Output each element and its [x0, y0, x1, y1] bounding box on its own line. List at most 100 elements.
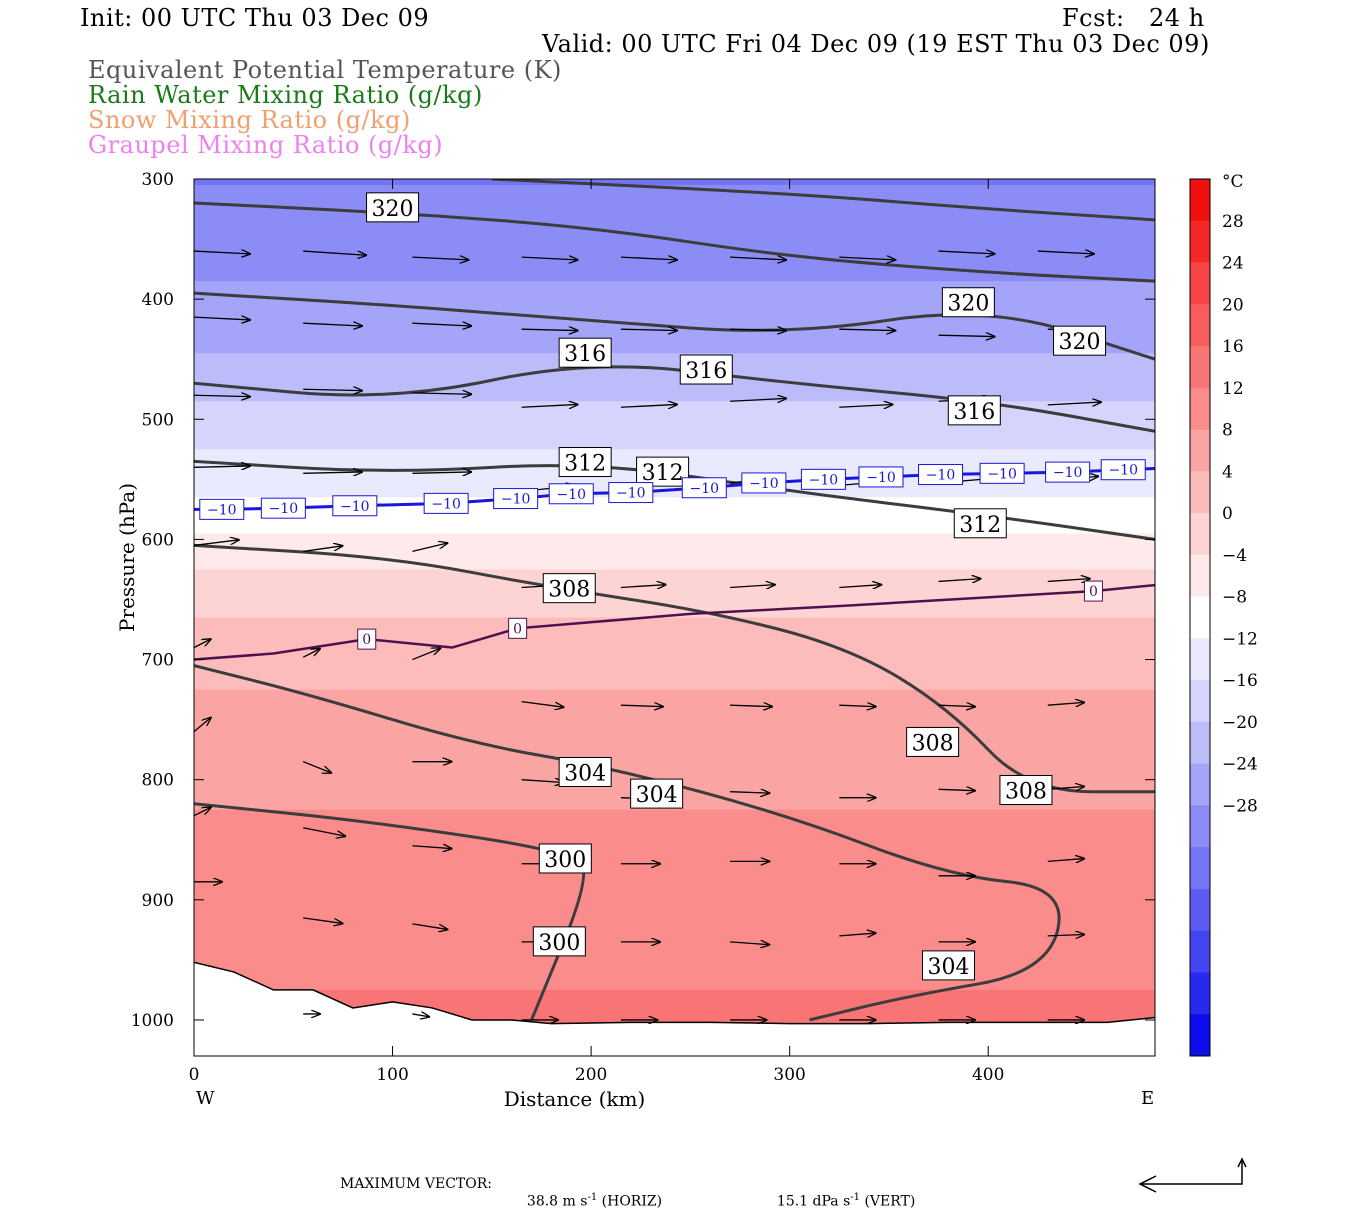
colorbar-label: −20 [1222, 713, 1258, 733]
colorbar-label: 8 [1222, 421, 1233, 441]
wind-vector [1047, 786, 1084, 789]
temperature-band [194, 413, 1155, 421]
temperature-band [194, 737, 1155, 745]
temperature-band [194, 761, 1155, 769]
colorbar-label: −16 [1222, 671, 1258, 691]
temperature-band [194, 209, 1155, 217]
temperature-band [194, 515, 1155, 523]
legend-theta-e: Equivalent Potential Temperature (K) [88, 56, 562, 84]
temperature-band [194, 899, 1155, 907]
reference-vector-icon [1138, 1157, 1247, 1193]
y-tick-label: 1000 [131, 1011, 174, 1031]
temperature-band [194, 839, 1155, 847]
temperature-band [194, 875, 1155, 883]
isotherm-label: −10 [918, 464, 964, 486]
temperature-band [194, 857, 1155, 865]
wind-vector [1047, 859, 1084, 862]
svg-text:−10: −10 [987, 466, 1017, 482]
wind-vector [620, 329, 677, 330]
colorbar-frame [1189, 178, 1211, 1057]
x-tick-label: 300 [773, 1065, 805, 1085]
temperature-band [194, 725, 1155, 733]
isotherm-label: 0 [1083, 580, 1103, 602]
svg-text:−10: −10 [926, 468, 956, 484]
wind-vector [1047, 934, 1084, 935]
wind-vector [194, 317, 250, 320]
svg-text:316: 316 [564, 342, 606, 367]
svg-text:−10: −10 [269, 501, 299, 517]
temperature-band [194, 437, 1155, 445]
temperature-band [194, 341, 1155, 349]
temperature-band [194, 509, 1155, 517]
y-tick-label: 600 [142, 530, 174, 550]
cross-section-chart: 320 320 320 316 316 316 312 312 312 308 308 308 304 3… [115, 170, 1258, 1111]
colorbar-swatch [1190, 972, 1210, 1015]
temperature-band [194, 731, 1155, 739]
wind-vector [412, 648, 440, 661]
west-label: W [196, 1088, 215, 1109]
isotherm-label: 0 [508, 617, 528, 639]
wind-vector [412, 257, 468, 260]
temperature-band [194, 995, 1155, 1003]
max-vector-label: MAXIMUM VECTOR: [340, 1176, 492, 1192]
theta-e-label: 300 [532, 926, 586, 957]
colorbar-label: 20 [1222, 295, 1244, 315]
wind-vector [1047, 402, 1101, 405]
theta-e-label: 304 [558, 756, 612, 787]
temperature-band [194, 659, 1155, 667]
temperature-band [194, 815, 1155, 823]
wind-vector [412, 472, 471, 473]
vert-unit: dPa s [812, 1193, 851, 1210]
init-time: Init: 00 UTC Thu 03 Dec 09 [80, 4, 430, 32]
colorbar-swatch [1190, 387, 1210, 431]
temperature-band [194, 695, 1155, 703]
svg-text:0: 0 [513, 621, 522, 637]
temperature-band [194, 701, 1155, 709]
temperature-band [194, 533, 1155, 541]
wind-vector [303, 250, 366, 255]
colorbar-label: 0 [1222, 504, 1233, 524]
max-vector-vert: 15.1 dPa s-1 (VERT) [768, 1176, 915, 1210]
svg-text:304: 304 [928, 955, 970, 980]
temperature-band [194, 683, 1155, 691]
isotherm-label: −10 [858, 466, 904, 488]
temperature-band [194, 299, 1155, 307]
colorbar-label: 12 [1222, 379, 1244, 399]
temperature-band [194, 233, 1155, 241]
svg-text:−10: −10 [690, 481, 720, 497]
colorbar-swatch [1190, 596, 1210, 639]
x-tick-label: 200 [575, 1065, 607, 1085]
temperature-band [194, 425, 1155, 433]
svg-text:−10: −10 [1053, 465, 1083, 481]
forecast-hour: Fcst: 24 h [1062, 4, 1205, 32]
temperature-band [194, 593, 1155, 601]
x-tick-label: 400 [972, 1065, 1004, 1085]
wind-vector [839, 705, 875, 706]
colorbar-label: −24 [1222, 755, 1258, 775]
isotherm-label: −10 [423, 492, 469, 514]
wind-vector [620, 257, 677, 260]
temperature-band [194, 395, 1155, 403]
temperature-band [194, 977, 1155, 985]
temperature-band [194, 599, 1155, 607]
wind-vector [194, 251, 250, 254]
plot-frame [193, 178, 1156, 1057]
colorbar-swatch [1190, 179, 1210, 222]
colorbar-swatch [1190, 847, 1210, 890]
theta-e-contour [194, 365, 1155, 433]
theta-e-label: 312 [636, 456, 690, 487]
temperature-band [194, 887, 1155, 895]
temperature-band [194, 821, 1155, 829]
theta-e-contour [194, 543, 1155, 794]
theta-e-label: 304 [630, 778, 684, 809]
colorbar-swatch [1190, 471, 1210, 514]
temperature-band [194, 707, 1155, 715]
wind-vector [194, 395, 250, 396]
wind-vector [938, 335, 995, 336]
temperature-band [194, 923, 1155, 931]
temperature-band [194, 605, 1155, 613]
wind-vector [521, 329, 578, 330]
wind-vector [521, 257, 578, 260]
x-axis-label: Distance (km) [504, 1087, 646, 1111]
wind-vector [194, 540, 239, 547]
